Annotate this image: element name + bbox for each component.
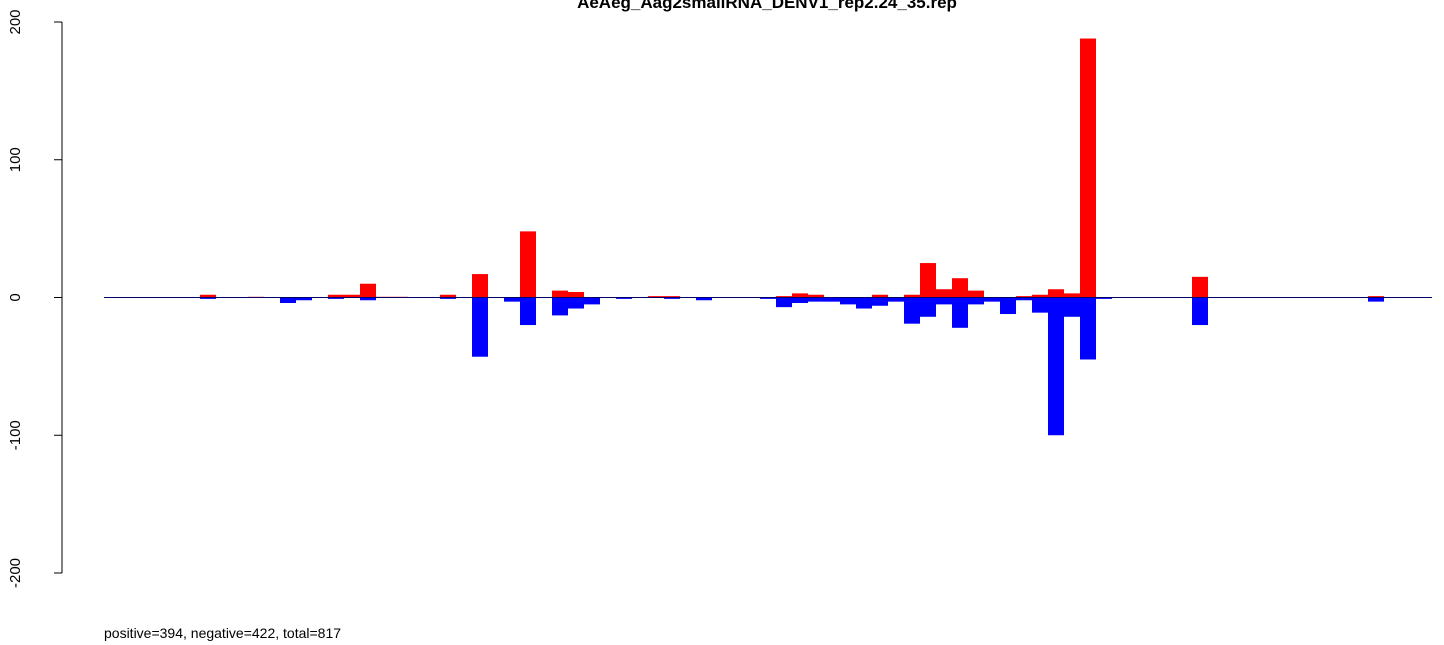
y-tick-label: 0 <box>7 293 24 301</box>
bar <box>888 297 904 302</box>
bar <box>1368 297 1384 302</box>
y-tick-label: 200 <box>7 9 24 34</box>
bar <box>1048 297 1064 436</box>
bar <box>664 297 680 299</box>
bar <box>440 297 456 299</box>
bar <box>504 297 520 302</box>
bar <box>1016 296 1032 298</box>
bar <box>792 297 808 304</box>
bar <box>568 297 584 309</box>
bar <box>1192 276 1208 298</box>
bar <box>1096 297 1112 299</box>
bar <box>872 297 888 306</box>
bar <box>616 297 632 299</box>
bar <box>1000 297 1016 315</box>
bar <box>696 297 712 301</box>
y-tick-label: 100 <box>7 147 24 172</box>
bar <box>936 289 952 298</box>
bar <box>952 278 968 298</box>
bar <box>904 297 920 324</box>
bar <box>200 294 216 298</box>
bar <box>344 294 360 298</box>
bar <box>808 294 824 298</box>
bar <box>520 231 536 298</box>
bar <box>1064 293 1080 298</box>
bar <box>472 274 488 298</box>
bar <box>952 297 968 328</box>
bar <box>1032 297 1048 313</box>
bar <box>792 293 808 298</box>
bar <box>328 294 344 298</box>
bar <box>1192 297 1208 326</box>
bar <box>1048 289 1064 298</box>
chart-title: AeAeg_Aag2smallRNA_DENV1_rep2.24_35.rep <box>577 0 957 12</box>
bar <box>984 297 1000 302</box>
bar <box>520 297 536 326</box>
bar <box>648 296 664 298</box>
bar <box>856 297 872 309</box>
bar <box>552 297 568 316</box>
bar <box>840 297 856 305</box>
bar <box>280 297 296 304</box>
bar <box>1368 296 1384 298</box>
bar <box>360 297 376 301</box>
bar <box>904 294 920 298</box>
footer-note: positive=394, negative=422, total=817 <box>104 625 341 641</box>
bar <box>760 297 776 299</box>
bar <box>296 297 312 301</box>
bar <box>776 296 792 298</box>
bar <box>568 291 584 298</box>
bar <box>664 296 680 298</box>
bar <box>936 297 952 305</box>
bar <box>1080 38 1096 298</box>
bar <box>1032 294 1048 298</box>
bar <box>552 290 568 298</box>
bar <box>920 263 936 298</box>
bar <box>472 297 488 357</box>
bar <box>360 283 376 298</box>
bar <box>808 297 824 302</box>
bar <box>1064 297 1080 317</box>
bar <box>1016 297 1032 301</box>
bar <box>968 297 984 305</box>
bar <box>968 290 984 298</box>
bar <box>920 297 936 317</box>
bar <box>328 297 344 299</box>
bar <box>200 297 216 299</box>
bar <box>1080 297 1096 360</box>
y-tick-label: -200 <box>7 558 24 588</box>
bar <box>872 294 888 298</box>
y-tick-label: -100 <box>7 420 24 450</box>
bar <box>776 297 792 308</box>
bar <box>440 294 456 298</box>
bar <box>824 297 840 302</box>
bar <box>584 297 600 305</box>
